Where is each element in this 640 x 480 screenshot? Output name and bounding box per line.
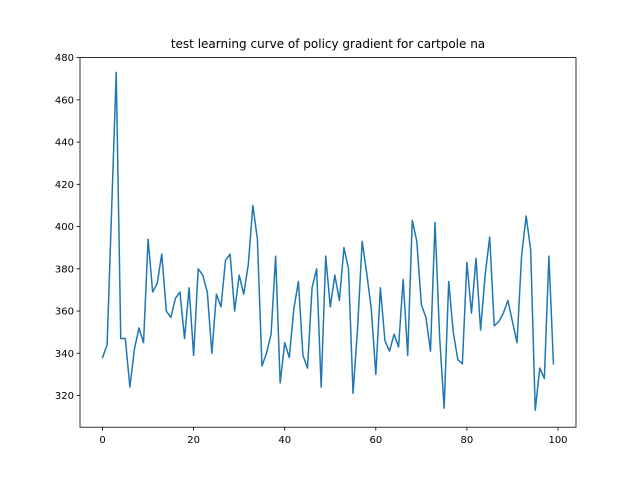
y-tick-label: 420: [55, 180, 74, 191]
y-tick-label: 340: [55, 349, 74, 360]
y-tick-label: 480: [55, 53, 74, 64]
y-tick-label: 320: [55, 391, 74, 402]
y-tick-label: 360: [55, 307, 74, 318]
x-tick-label: 40: [278, 435, 291, 446]
chart-title: test learning curve of policy gradient f…: [171, 37, 485, 51]
x-axis: 0 20 40 60 80 100: [99, 427, 568, 446]
x-tick-label: 100: [548, 435, 567, 446]
y-tick-label: 400: [55, 222, 74, 233]
plot-area: [101, 71, 555, 412]
y-tick-label: 440: [55, 138, 74, 149]
series-line-0: [101, 71, 555, 412]
axes-frame: [79, 57, 577, 428]
x-tick-label: 0: [99, 435, 105, 446]
y-axis: 320 340 360 380 400 420 440 460 480: [55, 53, 80, 402]
y-tick-label: 380: [55, 264, 74, 275]
x-tick-label: 80: [461, 435, 474, 446]
x-tick-label: 20: [187, 435, 200, 446]
x-tick-label: 60: [369, 435, 382, 446]
y-tick-label: 460: [55, 95, 74, 106]
